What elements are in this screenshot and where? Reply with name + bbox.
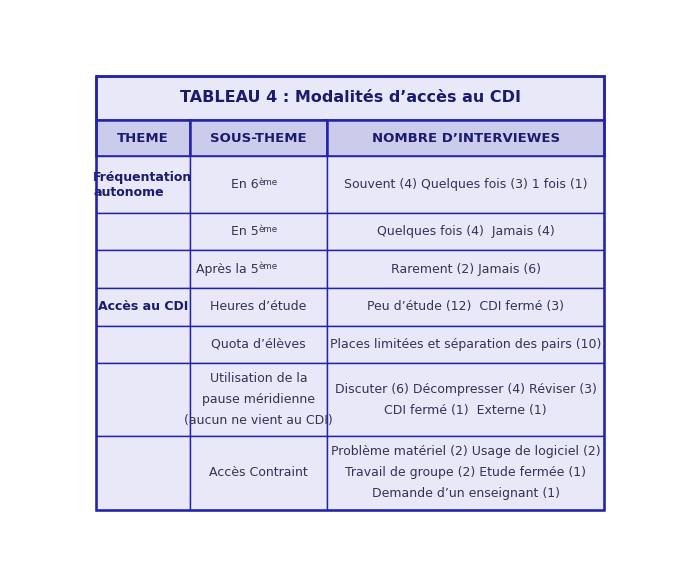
Text: Quota d’élèves: Quota d’élèves <box>211 338 306 351</box>
Bar <box>327 213 604 251</box>
Bar <box>96 251 190 288</box>
Bar <box>96 119 190 157</box>
Text: Souvent (4) Quelques fois (3) 1 fois (1): Souvent (4) Quelques fois (3) 1 fois (1) <box>344 178 587 191</box>
Text: Après la 5: Après la 5 <box>196 263 259 276</box>
Bar <box>96 436 190 509</box>
Bar <box>327 119 604 157</box>
Bar <box>327 288 604 325</box>
Text: ème: ème <box>259 262 278 271</box>
Text: En 5: En 5 <box>231 225 259 238</box>
Text: ème: ème <box>259 224 278 234</box>
Text: Problème matériel (2) Usage de logiciel (2)
Travail de groupe (2) Etude fermée (: Problème matériel (2) Usage de logiciel … <box>331 445 600 501</box>
Bar <box>327 436 604 509</box>
Text: Places limitées et séparation des pairs (10): Places limitées et séparation des pairs … <box>330 338 601 351</box>
Text: Fréquentation
autonome: Fréquentation autonome <box>94 171 193 198</box>
Bar <box>96 77 604 119</box>
Text: En 6: En 6 <box>231 178 259 191</box>
Bar <box>96 213 190 251</box>
Text: Accès au CDI: Accès au CDI <box>98 300 188 313</box>
Bar <box>327 325 604 363</box>
Bar <box>96 157 190 213</box>
Bar <box>190 325 327 363</box>
Bar <box>190 363 327 436</box>
Text: TABLEAU 4 : Modalités d’accès au CDI: TABLEAU 4 : Modalités d’accès au CDI <box>180 90 520 106</box>
Bar <box>190 157 327 213</box>
Bar <box>96 288 190 325</box>
Text: Quelques fois (4)  Jamais (4): Quelques fois (4) Jamais (4) <box>377 225 555 238</box>
Text: Discuter (6) Décompresser (4) Réviser (3)
CDI fermé (1)  Externe (1): Discuter (6) Décompresser (4) Réviser (3… <box>335 383 596 417</box>
Bar <box>96 325 190 363</box>
Text: Accès Contraint: Accès Contraint <box>209 466 308 480</box>
Bar <box>190 288 327 325</box>
Bar <box>327 157 604 213</box>
Text: Rarement (2) Jamais (6): Rarement (2) Jamais (6) <box>391 263 541 276</box>
Bar <box>96 363 190 436</box>
Bar <box>327 251 604 288</box>
Text: Utilisation de la
pause méridienne
(aucun ne vient au CDI): Utilisation de la pause méridienne (aucu… <box>184 372 333 427</box>
Text: SOUS-THEME: SOUS-THEME <box>210 132 307 144</box>
Bar <box>190 436 327 509</box>
Bar <box>190 251 327 288</box>
Text: ème: ème <box>259 177 278 187</box>
Bar <box>190 119 327 157</box>
Text: THEME: THEME <box>117 132 169 144</box>
Bar <box>327 363 604 436</box>
Text: NOMBRE D’INTERVIEWES: NOMBRE D’INTERVIEWES <box>372 132 559 144</box>
Bar <box>190 213 327 251</box>
Text: Peu d’étude (12)  CDI fermé (3): Peu d’étude (12) CDI fermé (3) <box>367 300 564 313</box>
Text: Heures d’étude: Heures d’étude <box>210 300 307 313</box>
